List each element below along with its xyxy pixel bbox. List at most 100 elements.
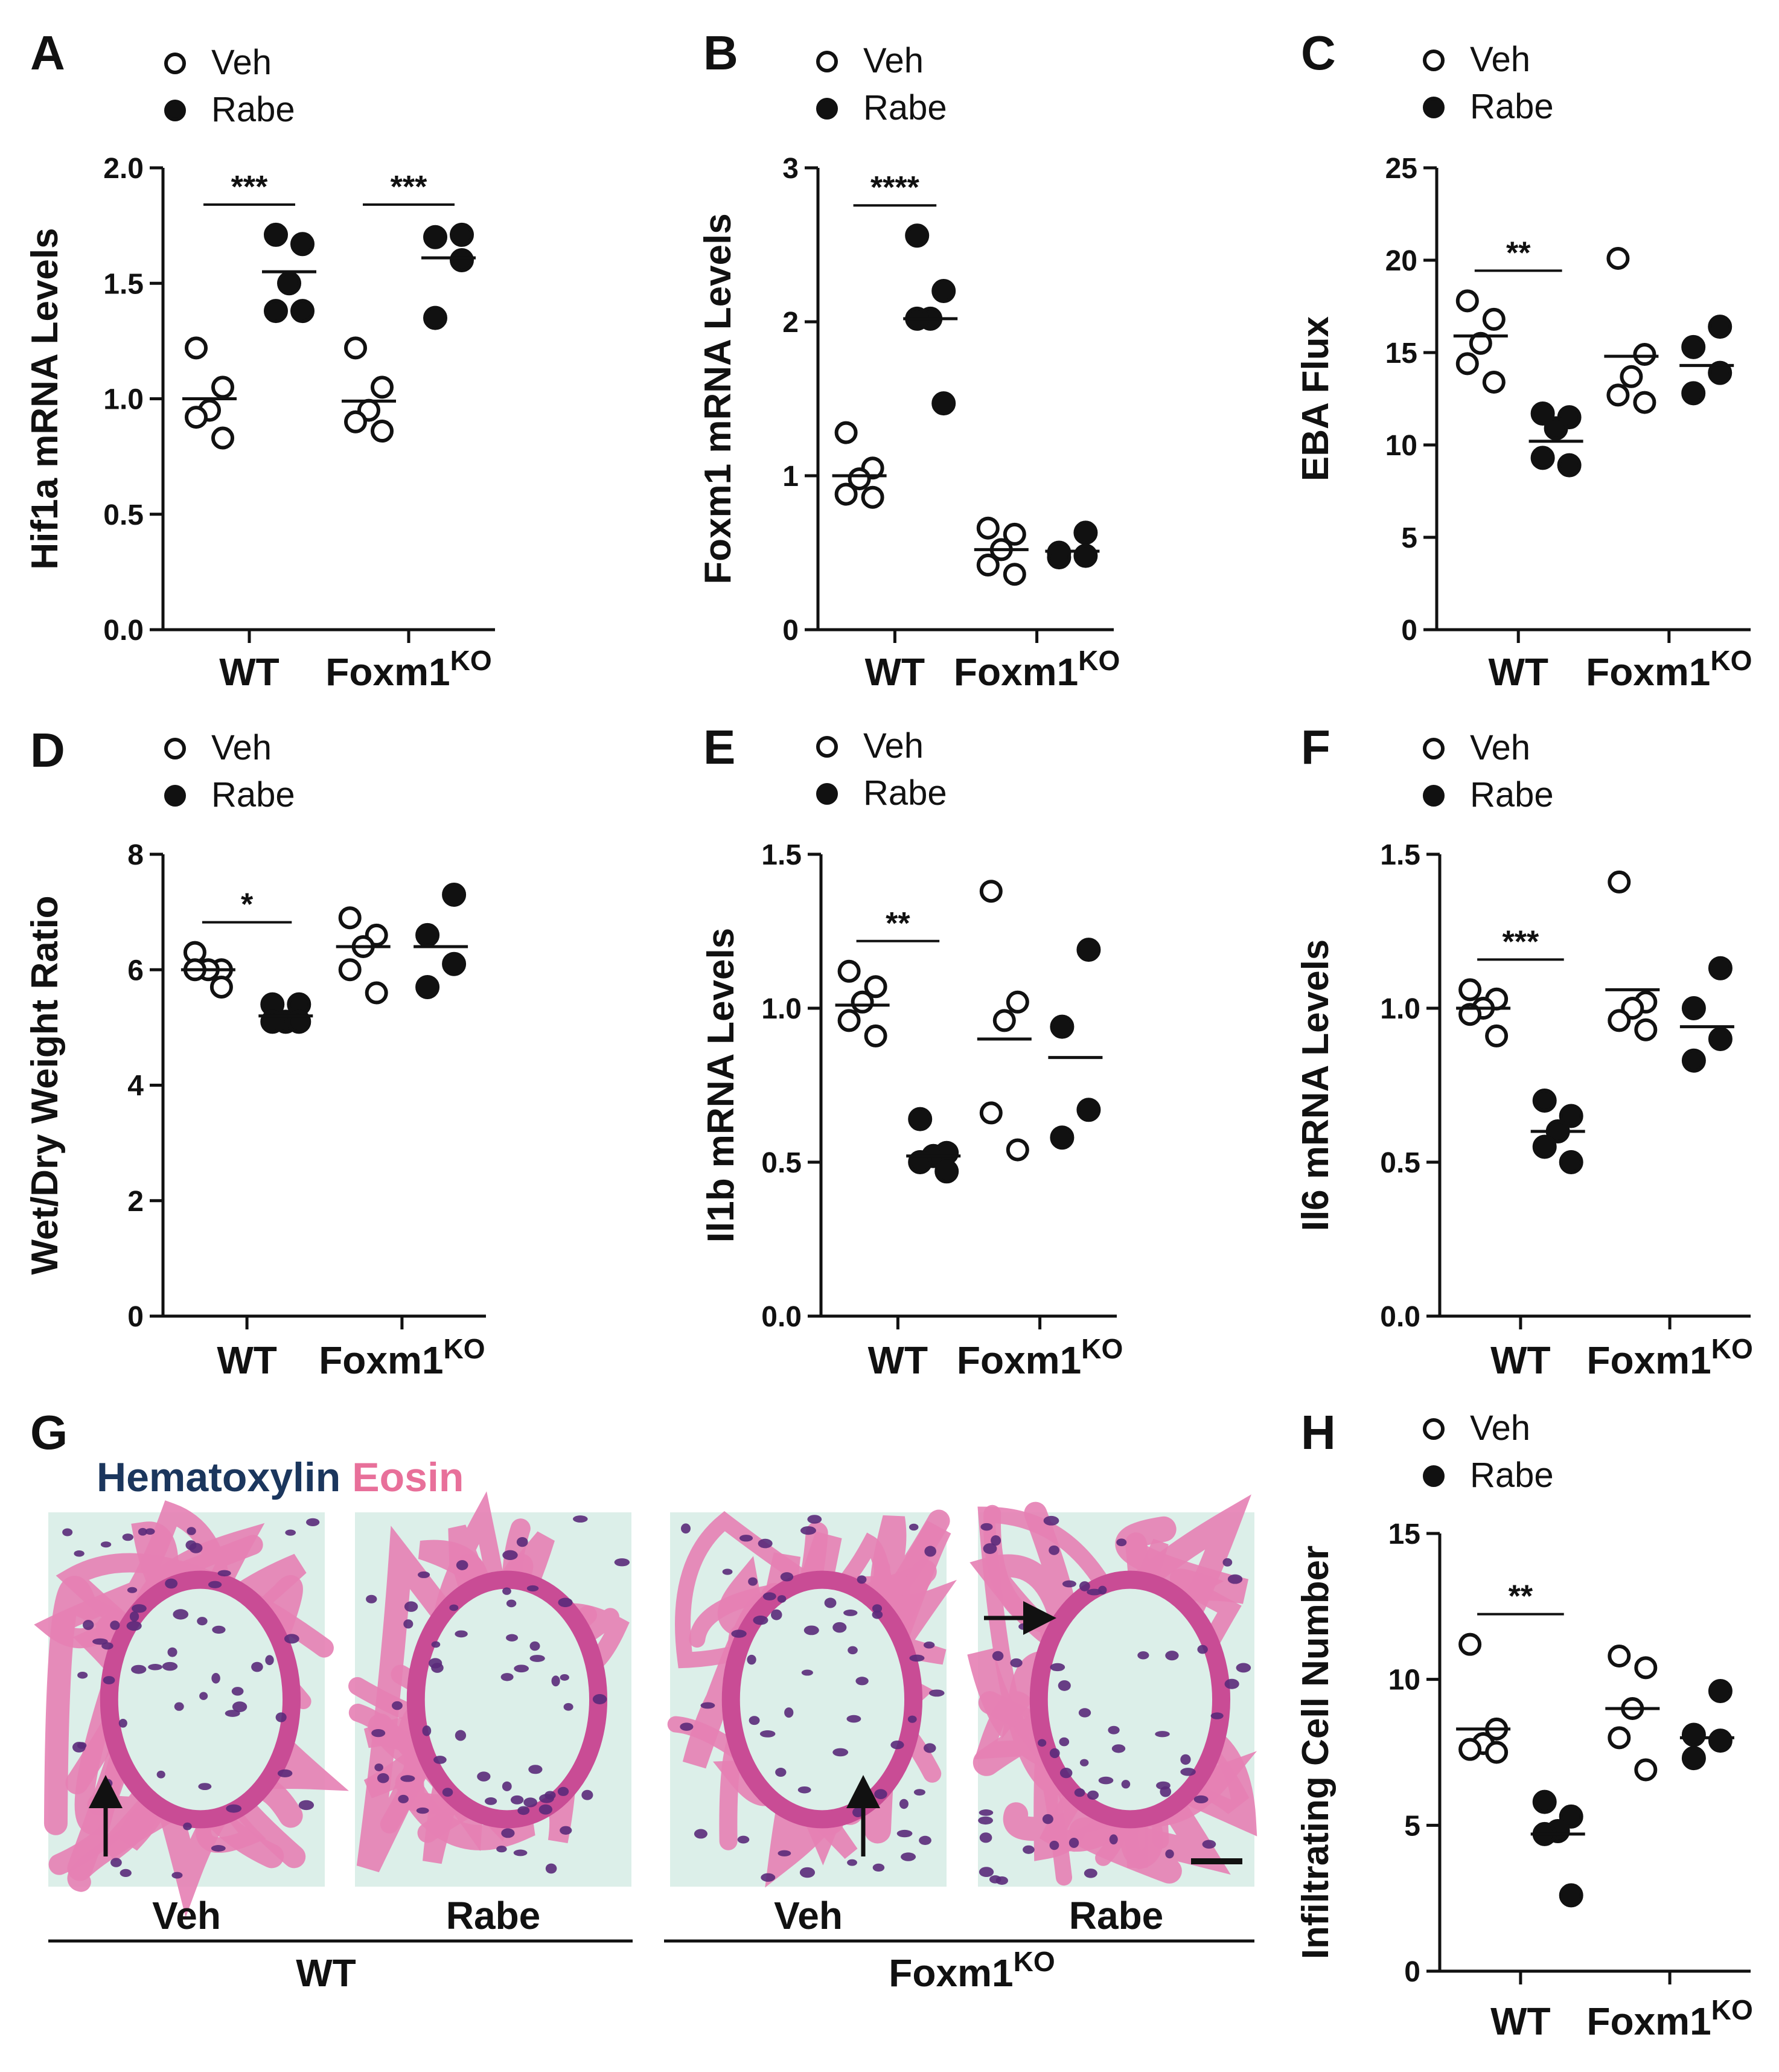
nucleus [529, 1641, 540, 1651]
nucleus [563, 1703, 573, 1711]
chart-panel-d: D Veh Rabe 0 2 4 6 8 WT Foxm1KO Wet/Dry Weight Rat… [24, 723, 486, 1382]
nucleus [872, 1604, 883, 1613]
nucleus [614, 1558, 630, 1567]
charts-layer: A Veh Rabe 0.0 0.5 1.0 1.5 2.0 WT Foxm1KO Hif1a mR… [24, 26, 1753, 2043]
nucleus [777, 1595, 787, 1603]
histology-image-foxm1ko-veh [667, 1509, 957, 1888]
nucleus [118, 1718, 127, 1728]
nucleus [506, 1634, 519, 1642]
nucleus [979, 1867, 994, 1878]
nucleus [1165, 1651, 1179, 1661]
nucleus [759, 1730, 776, 1738]
nucleus [277, 1769, 293, 1777]
legend-marker-veh [1423, 738, 1445, 759]
nucleus [1050, 1663, 1065, 1672]
data-point-wt-veh [211, 376, 234, 399]
panel-letter: D [30, 723, 65, 777]
nucleus [909, 1654, 925, 1662]
nucleus [907, 1715, 917, 1723]
legend-label: Veh [1470, 728, 1530, 767]
nucleus [305, 1518, 320, 1526]
panel-letter: C [1301, 26, 1336, 80]
nucleus [1222, 1558, 1233, 1567]
nucleus [275, 1712, 287, 1722]
nucleus [529, 1655, 545, 1662]
y-axis-label: EBA Flux [1295, 316, 1337, 481]
nucleus [980, 1523, 993, 1531]
nucleus [127, 1587, 138, 1593]
chart-panel-f: F Veh Rabe 0.0 0.5 1.0 1.5 WT Foxm1KO Il6 mRNA Le… [1295, 720, 1753, 1382]
nucleus [62, 1528, 73, 1536]
nucleus [496, 1846, 507, 1853]
nucleus [77, 1671, 88, 1679]
data-point-wt-rabe [1532, 1789, 1557, 1814]
significance-label: ** [1509, 1579, 1533, 1614]
nucleus [171, 1872, 183, 1879]
data-point-wt-rabe [931, 391, 956, 416]
significance-label: ** [886, 906, 910, 941]
x-group-label: Foxm1KO [957, 1333, 1123, 1382]
data-point-foxm1ko-rabe [450, 222, 474, 247]
nucleus [843, 1610, 858, 1616]
legend-marker-veh [816, 736, 838, 758]
nucleus [545, 1791, 556, 1800]
nucleus [551, 1675, 560, 1687]
alveolus [100, 1570, 301, 1829]
nucleus [1236, 1663, 1251, 1673]
data-point-foxm1ko-rabe [415, 922, 440, 947]
panel-letter: A [30, 26, 65, 80]
y-axis-label: Hif1a mRNA Levels [24, 228, 66, 569]
significance-label: *** [231, 170, 268, 205]
data-point-wt-veh [1482, 370, 1506, 394]
nucleus [217, 1570, 231, 1577]
nucleus [901, 1852, 916, 1861]
significance-label: **** [870, 170, 920, 205]
nucleus [162, 1661, 178, 1671]
nucleus [501, 1828, 515, 1838]
data-point-foxm1ko-veh [1006, 990, 1029, 1014]
nucleus [131, 1664, 147, 1674]
data-point-wt-veh [1455, 289, 1479, 313]
data-point-foxm1ko-veh [1006, 1138, 1029, 1162]
data-point-wt-rabe [1559, 1804, 1583, 1829]
nucleus [265, 1655, 274, 1666]
data-point-foxm1ko-rabe [1681, 381, 1706, 406]
y-tick-label: 1 [782, 461, 799, 493]
legend-marker-veh [164, 738, 186, 759]
nucleus [824, 1597, 837, 1608]
data-point-foxm1ko-veh [1606, 383, 1630, 407]
data-point-wt-veh [864, 1024, 887, 1047]
nucleus [208, 1581, 222, 1588]
nucleus [183, 1822, 192, 1831]
legend-label: Veh [863, 41, 924, 80]
nucleus [737, 1835, 750, 1844]
nucleus [857, 1575, 867, 1584]
arrow-head-icon [1023, 1601, 1056, 1635]
nucleus [517, 1806, 530, 1815]
nucleus [1087, 1790, 1099, 1800]
data-point-foxm1ko-veh [1633, 391, 1656, 414]
nucleus [403, 1619, 414, 1629]
legend-marker-rabe [1423, 97, 1445, 118]
y-tick-label: 1.0 [103, 384, 144, 416]
nucleus [747, 1654, 756, 1665]
nucleus [1042, 1814, 1053, 1824]
data-point-foxm1ko-veh [1608, 1726, 1631, 1750]
nucleus [165, 1578, 178, 1589]
nucleus [298, 1800, 315, 1811]
legend-marker-rabe [816, 783, 838, 805]
data-point-foxm1ko-veh [1003, 522, 1026, 546]
chart-panel-b: B Veh Rabe 0 1 2 3 WT Foxm1KO Foxm1 mRNA Levels **… [697, 26, 1120, 694]
data-point-wt-veh [834, 421, 858, 444]
data-point-foxm1ko-veh [1606, 246, 1630, 270]
data-point-wt-veh [1458, 1738, 1482, 1761]
x-group-label: Foxm1KO [1586, 645, 1752, 694]
data-point-foxm1ko-veh [1003, 563, 1026, 586]
nucleus [979, 1809, 994, 1816]
data-point-foxm1ko-rabe [1708, 1728, 1733, 1753]
chart-panel-c: C Veh Rabe 0 5 10 15 20 25 WT Foxm1KO EBA Flux ** [1295, 26, 1752, 694]
nucleus [855, 1677, 869, 1686]
treatment-label: Veh [152, 1894, 221, 1937]
nucleus [174, 1702, 184, 1711]
y-tick-label: 1.0 [1380, 993, 1420, 1025]
